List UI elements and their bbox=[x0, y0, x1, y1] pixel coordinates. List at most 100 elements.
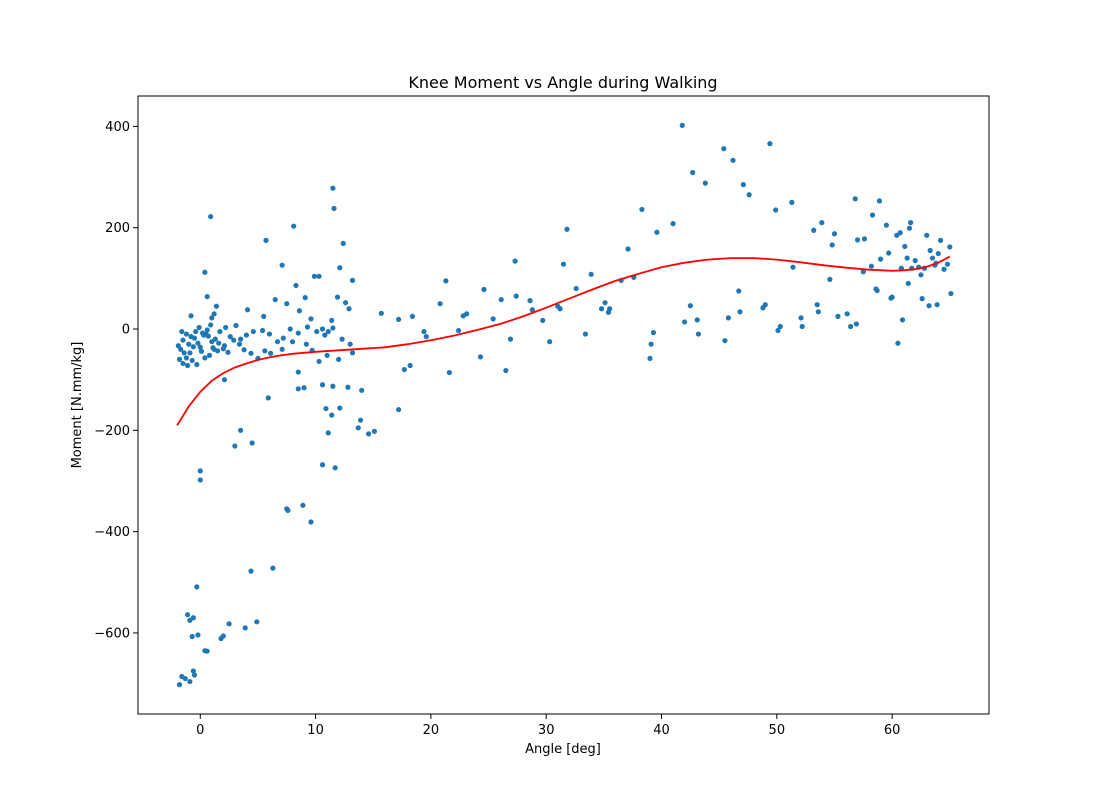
y-tick-label: 0 bbox=[122, 323, 130, 338]
data-point bbox=[176, 356, 183, 363]
data-point bbox=[355, 425, 361, 431]
data-point bbox=[204, 327, 210, 333]
data-point bbox=[208, 213, 214, 220]
data-point bbox=[190, 668, 196, 674]
data-point bbox=[254, 619, 260, 625]
data-point bbox=[889, 294, 895, 300]
data-point bbox=[221, 377, 228, 383]
data-point bbox=[233, 322, 239, 329]
data-point bbox=[924, 232, 930, 238]
data-point bbox=[213, 303, 220, 309]
data-point bbox=[217, 328, 223, 335]
chart-marks bbox=[175, 122, 954, 688]
data-point bbox=[935, 250, 941, 257]
data-point bbox=[197, 468, 203, 474]
data-point bbox=[225, 349, 231, 355]
data-point bbox=[799, 323, 805, 330]
data-point bbox=[287, 326, 293, 332]
data-point bbox=[291, 223, 297, 229]
data-point bbox=[907, 220, 914, 226]
data-point bbox=[226, 621, 232, 627]
data-point bbox=[331, 205, 337, 212]
data-point bbox=[421, 328, 427, 335]
data-point bbox=[929, 255, 936, 261]
data-point bbox=[737, 309, 743, 315]
chart-title: Knee Moment vs Angle during Walking bbox=[408, 73, 717, 92]
data-point bbox=[241, 347, 247, 353]
data-point bbox=[941, 266, 947, 272]
data-point bbox=[296, 308, 303, 314]
data-point bbox=[357, 417, 364, 423]
data-point bbox=[886, 250, 892, 256]
data-point bbox=[876, 198, 883, 204]
data-point bbox=[274, 339, 281, 345]
data-point bbox=[905, 280, 911, 287]
data-point bbox=[897, 230, 903, 236]
data-point bbox=[396, 406, 402, 413]
data-point bbox=[316, 358, 322, 365]
data-point bbox=[503, 367, 509, 374]
data-point bbox=[304, 324, 311, 330]
data-point bbox=[934, 302, 940, 308]
data-point bbox=[767, 141, 773, 147]
data-point bbox=[180, 337, 186, 343]
data-point bbox=[648, 341, 654, 347]
data-point bbox=[869, 212, 876, 218]
data-point bbox=[311, 273, 318, 279]
data-point bbox=[182, 675, 188, 682]
data-point bbox=[446, 369, 452, 376]
data-point bbox=[927, 247, 933, 254]
data-point bbox=[359, 387, 365, 393]
y-axis-label: Moment [N.mm/kg] bbox=[70, 342, 85, 469]
data-point bbox=[308, 316, 314, 322]
data-point bbox=[827, 276, 833, 282]
data-point bbox=[180, 360, 186, 367]
data-point bbox=[835, 313, 841, 319]
data-point bbox=[261, 313, 267, 319]
data-point bbox=[196, 324, 202, 331]
data-point bbox=[854, 237, 861, 243]
data-point bbox=[337, 265, 343, 271]
data-point bbox=[694, 317, 700, 323]
data-point bbox=[573, 285, 579, 292]
data-point bbox=[507, 336, 514, 342]
data-point bbox=[490, 316, 496, 322]
data-point bbox=[220, 633, 226, 639]
data-point bbox=[647, 355, 653, 361]
data-point bbox=[829, 242, 835, 248]
data-point bbox=[184, 612, 191, 618]
data-point bbox=[202, 269, 208, 275]
data-point bbox=[798, 315, 804, 321]
data-point bbox=[195, 340, 201, 346]
data-point bbox=[194, 361, 200, 368]
data-point bbox=[746, 192, 752, 198]
x-tick-label: 50 bbox=[769, 723, 786, 738]
data-point bbox=[852, 196, 858, 202]
data-point bbox=[280, 335, 286, 341]
data-point bbox=[740, 182, 746, 188]
data-point bbox=[819, 220, 825, 226]
data-point bbox=[702, 180, 708, 186]
data-point bbox=[204, 293, 210, 300]
x-tick-label: 30 bbox=[538, 723, 555, 738]
data-point bbox=[513, 293, 519, 299]
data-point bbox=[564, 226, 570, 232]
data-point bbox=[189, 633, 195, 640]
data-point bbox=[183, 355, 190, 361]
data-point bbox=[208, 322, 214, 328]
data-point bbox=[262, 348, 268, 354]
data-point bbox=[339, 336, 345, 342]
x-axis-label: Angle [deg] bbox=[525, 742, 601, 757]
data-point bbox=[301, 385, 307, 391]
data-point bbox=[681, 319, 688, 325]
data-point bbox=[895, 340, 901, 346]
data-point bbox=[270, 565, 276, 571]
data-point bbox=[853, 321, 859, 327]
data-point bbox=[285, 507, 291, 513]
data-point bbox=[602, 300, 608, 306]
data-point bbox=[409, 313, 416, 319]
data-point bbox=[295, 386, 301, 392]
data-point bbox=[902, 243, 908, 250]
